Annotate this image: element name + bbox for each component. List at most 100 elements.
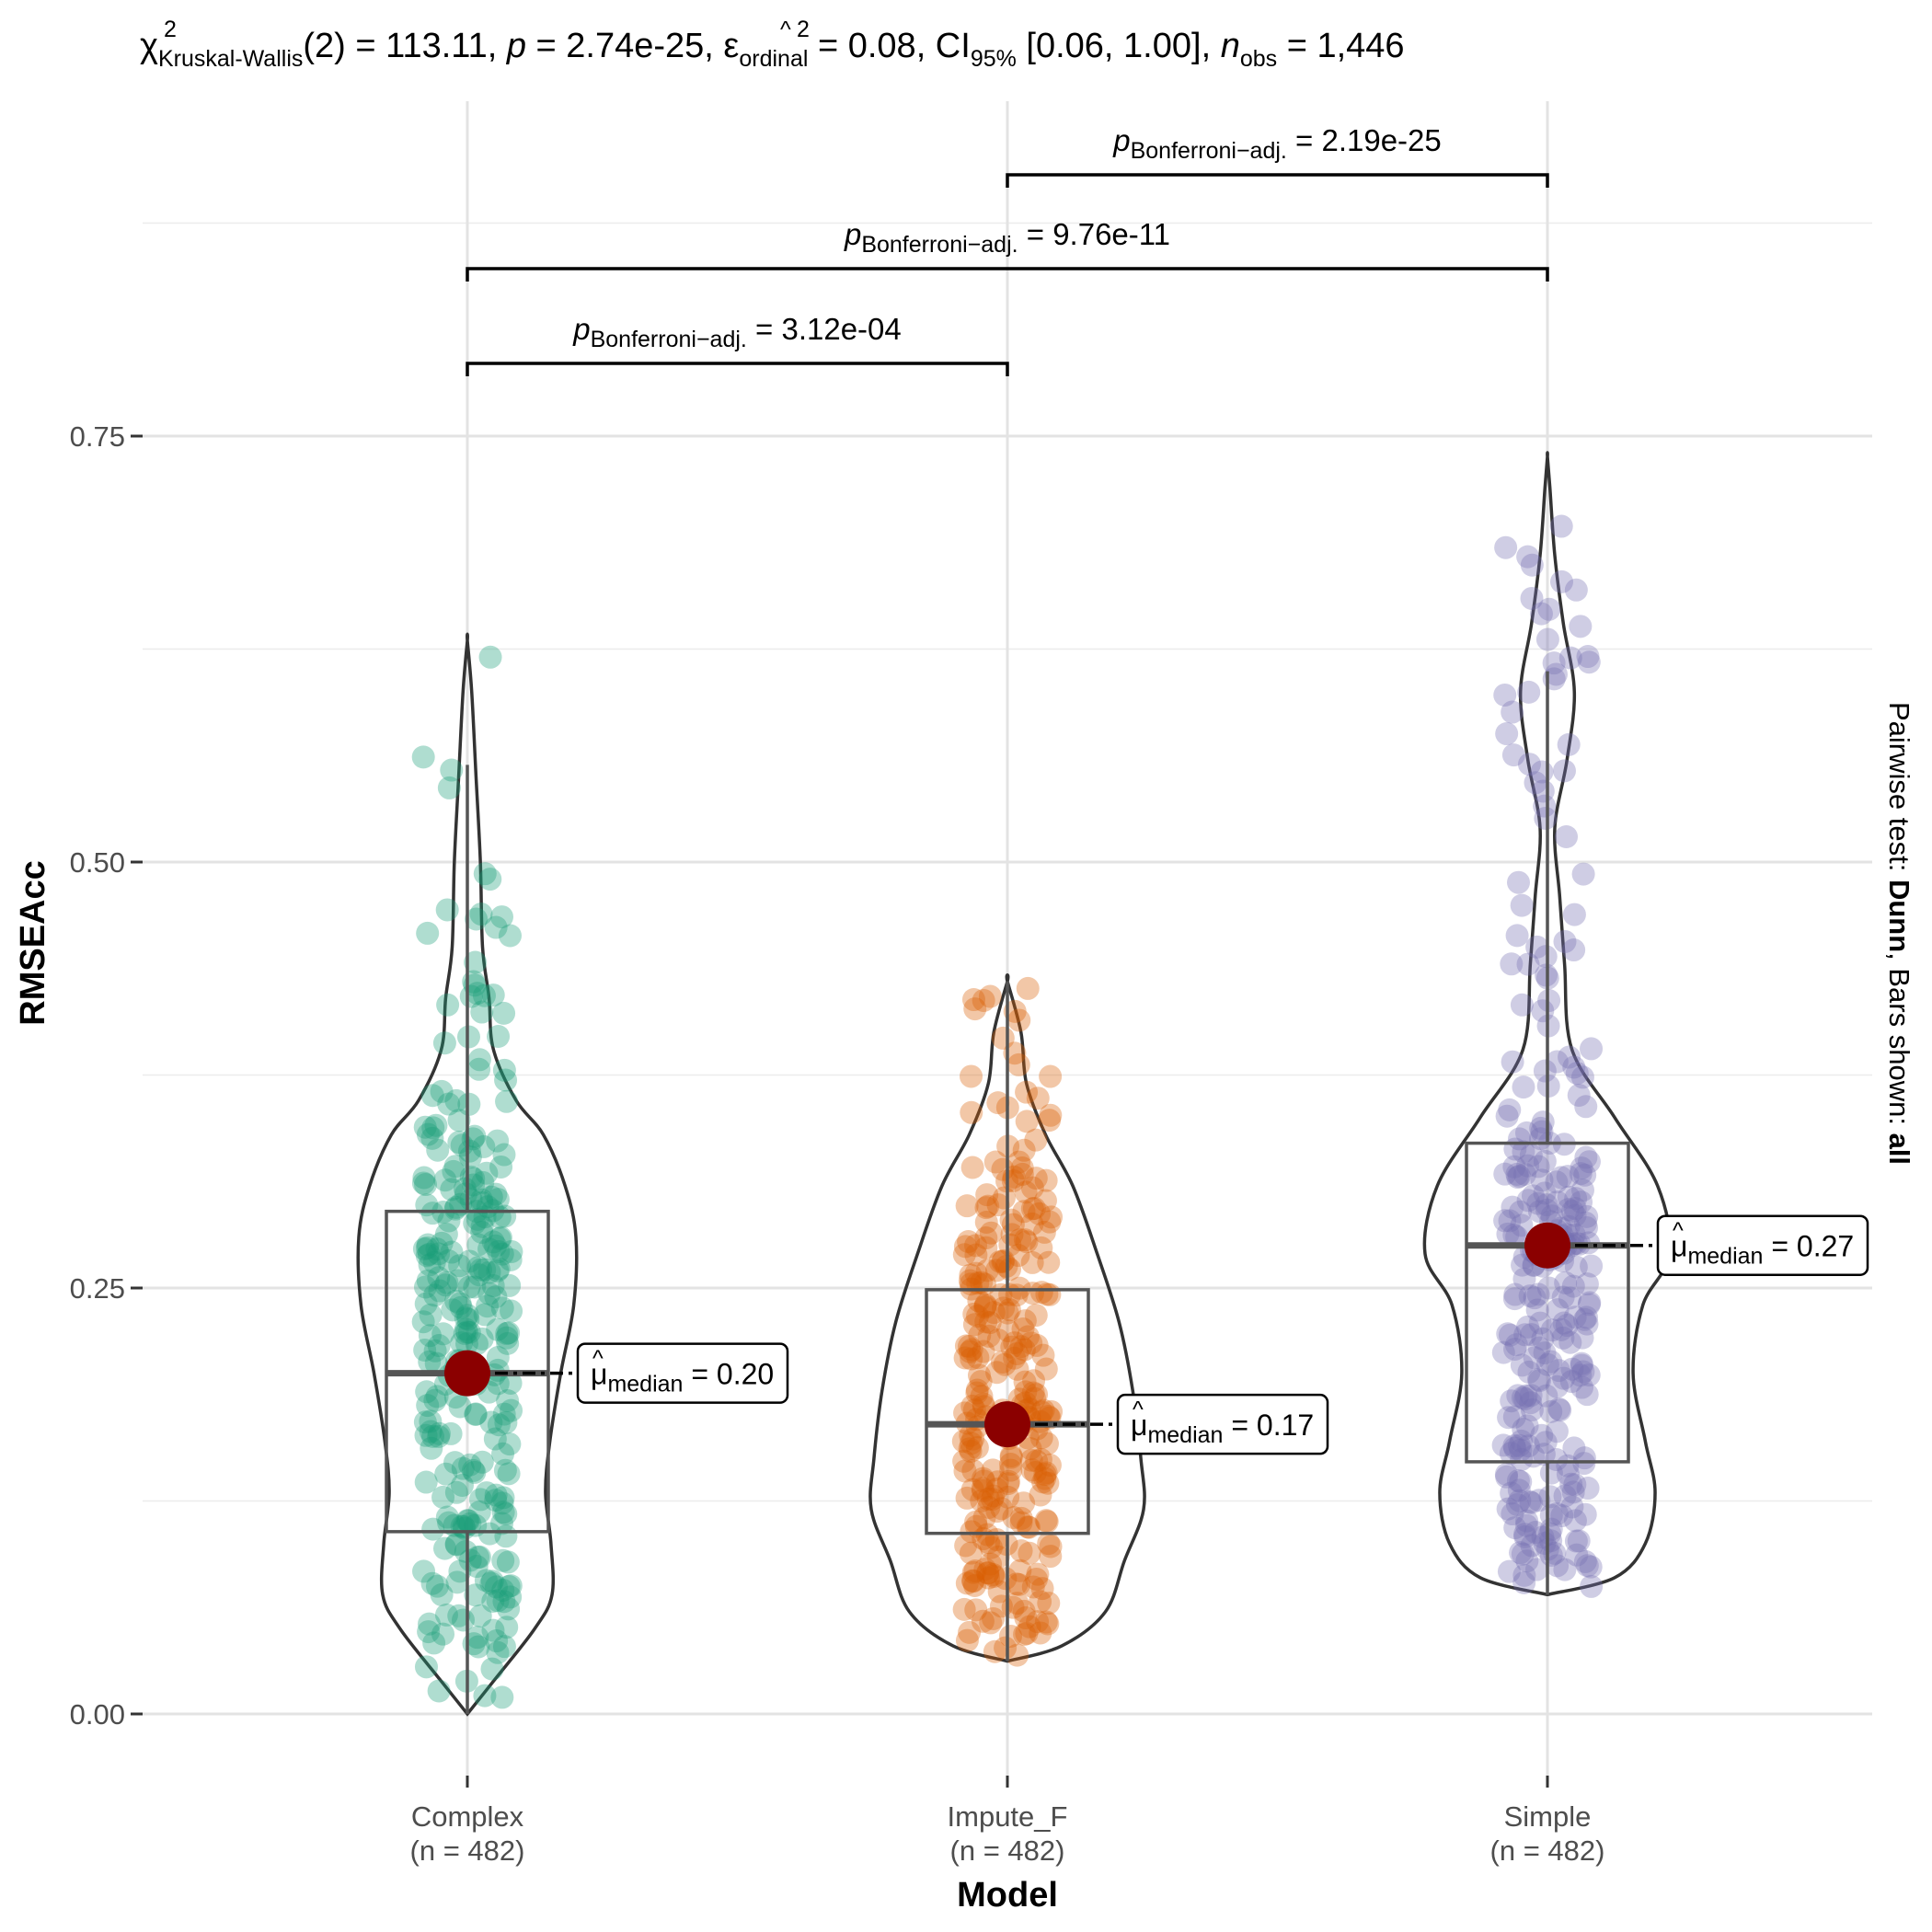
data-point	[422, 1250, 446, 1274]
data-point	[486, 1188, 510, 1212]
data-point	[1574, 1145, 1598, 1169]
data-point	[963, 1558, 987, 1582]
data-point	[484, 915, 508, 939]
data-point	[1530, 1120, 1554, 1144]
data-point	[964, 1243, 988, 1267]
data-point	[414, 1423, 438, 1447]
data-point	[474, 1569, 498, 1593]
data-point	[426, 1138, 450, 1162]
data-point	[1003, 1346, 1027, 1370]
data-point	[1570, 1351, 1593, 1375]
data-point	[1506, 1468, 1530, 1492]
data-point	[982, 1484, 1006, 1508]
data-point	[1535, 1384, 1558, 1408]
data-point	[961, 1569, 985, 1593]
data-point	[967, 1363, 991, 1387]
data-point	[480, 1657, 504, 1681]
data-point	[1491, 1433, 1515, 1457]
data-point	[500, 1239, 523, 1263]
x-tick-label: Complex	[411, 1800, 524, 1833]
data-point	[960, 1156, 984, 1179]
data-point	[415, 1244, 439, 1268]
data-point	[1509, 1438, 1533, 1462]
data-point	[478, 868, 502, 891]
data-point	[419, 1409, 443, 1433]
data-point	[1551, 1285, 1575, 1309]
data-point	[955, 1486, 979, 1510]
data-point	[495, 1326, 519, 1350]
data-point	[1512, 1570, 1536, 1594]
data-point	[1533, 1059, 1557, 1083]
data-point	[447, 1604, 471, 1627]
data-point	[1573, 1307, 1597, 1331]
data-point	[1014, 1180, 1038, 1204]
data-point	[425, 1385, 449, 1409]
data-point	[417, 1612, 441, 1636]
data-point	[1039, 1545, 1063, 1569]
data-point	[984, 1259, 1008, 1282]
x-tick-count-label: (n = 482)	[1490, 1834, 1605, 1867]
data-point	[475, 1161, 499, 1185]
data-point	[1007, 1008, 1031, 1032]
data-point	[999, 1443, 1023, 1467]
data-point	[1574, 1305, 1598, 1329]
data-point	[423, 1339, 447, 1363]
data-point	[444, 1088, 468, 1112]
data-point	[1555, 1314, 1579, 1338]
data-point	[990, 1497, 1014, 1521]
data-point	[1020, 1250, 1044, 1274]
data-point	[982, 1606, 1006, 1630]
data-point	[1553, 1484, 1577, 1508]
data-point	[1510, 993, 1534, 1017]
data-point	[1018, 1615, 1041, 1639]
data-point	[1549, 514, 1573, 538]
data-point	[965, 1378, 989, 1402]
data-point	[447, 1109, 471, 1133]
data-point	[1008, 1228, 1032, 1252]
violin-impute_f	[868, 972, 1146, 1663]
data-point	[491, 1548, 515, 1572]
data-point	[499, 1371, 523, 1395]
data-point	[1002, 1506, 1026, 1530]
data-point	[1509, 1200, 1533, 1224]
data-point	[992, 1186, 1016, 1210]
data-point	[467, 1048, 491, 1072]
violin-complex	[356, 632, 579, 1717]
data-point	[1552, 1311, 1576, 1335]
median-label-box	[1116, 1393, 1329, 1455]
data-point	[1550, 1504, 1574, 1528]
data-point	[463, 1460, 487, 1484]
data-point	[1508, 1127, 1532, 1151]
data-point	[1513, 1323, 1537, 1347]
data-point	[492, 1635, 516, 1659]
data-point	[1512, 1140, 1535, 1164]
data-point	[486, 1345, 510, 1369]
data-point	[980, 1535, 1004, 1559]
data-point	[985, 1478, 1009, 1501]
data-point	[975, 1183, 999, 1207]
data-point	[1578, 1291, 1602, 1315]
data-point	[465, 907, 489, 931]
data-point	[1006, 1357, 1029, 1381]
data-point	[488, 1226, 512, 1250]
data-point	[976, 1561, 1000, 1585]
data-point	[445, 1570, 469, 1594]
data-point	[974, 1236, 998, 1259]
data-point	[982, 1564, 1006, 1588]
data-point	[1570, 1179, 1594, 1202]
data-point	[414, 1292, 438, 1316]
data-point	[458, 1512, 482, 1535]
title-p-symbol: p	[506, 27, 526, 65]
data-point	[1494, 535, 1518, 559]
data-point	[1558, 1330, 1582, 1354]
data-point	[1510, 1429, 1534, 1453]
data-point	[1039, 1064, 1063, 1088]
data-point	[437, 1209, 461, 1233]
data-point	[1507, 1433, 1531, 1457]
data-point	[1511, 1542, 1535, 1566]
data-point	[1518, 1284, 1542, 1308]
data-point	[1503, 1516, 1527, 1540]
data-point	[1003, 999, 1027, 1023]
data-point	[458, 1548, 482, 1572]
data-point	[456, 1509, 480, 1533]
